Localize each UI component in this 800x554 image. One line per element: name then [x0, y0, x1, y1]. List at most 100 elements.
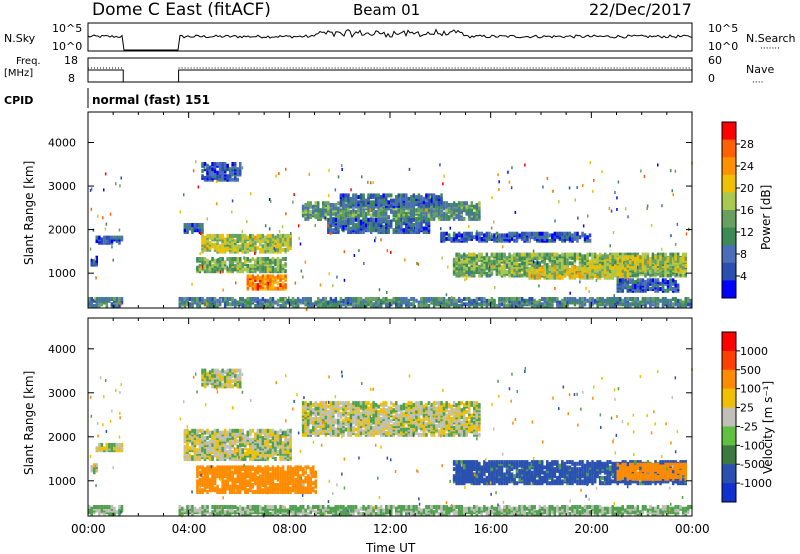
echo-cell [440, 231, 443, 236]
echo-cell [664, 278, 667, 283]
echo-cell [246, 451, 249, 456]
echo-cell [518, 233, 521, 238]
echo-cell [223, 162, 227, 166]
echo-cell [649, 300, 652, 305]
echo-cell [228, 174, 232, 179]
echo-cell [357, 300, 360, 305]
station-title: Dome C East (fitACF) [92, 0, 271, 20]
echo-cell [595, 279, 598, 282]
echo-cell [412, 304, 416, 308]
echo-cell [228, 432, 232, 437]
echo-cell [561, 298, 564, 303]
echo-cell [457, 231, 461, 236]
echo-cell [674, 242, 677, 246]
echo-cell [278, 230, 281, 233]
echo-cell [293, 193, 295, 197]
echo-cell [244, 451, 247, 456]
echo-cell [674, 255, 677, 260]
echo-cell [415, 298, 418, 303]
echo-cell [636, 269, 640, 274]
echo-cell [337, 219, 340, 224]
echo-cell [463, 259, 466, 264]
echo-cell [203, 257, 207, 261]
echo-cell [588, 290, 590, 293]
echo-cell [231, 450, 234, 454]
echo-cell [523, 302, 526, 307]
echo-cell [256, 246, 260, 251]
echo-cell [548, 273, 552, 278]
echo-cell [379, 215, 383, 220]
echo-cell [610, 268, 613, 272]
echo-cell [369, 217, 373, 222]
echo-cell [196, 228, 199, 233]
echo-cell [681, 300, 685, 305]
echo-cell [234, 298, 237, 303]
echo-cell [601, 265, 604, 270]
echo-cell [445, 298, 448, 303]
echo-cell [332, 298, 335, 303]
echo-cell [113, 446, 116, 451]
echo-cell [271, 265, 275, 270]
echo-cell [329, 208, 333, 213]
echo-cell [579, 280, 581, 284]
echo-cell [612, 231, 615, 235]
echo-cell [395, 213, 398, 218]
echo-cell [415, 216, 418, 221]
echo-cell [510, 231, 514, 236]
echo-cell [297, 224, 300, 228]
echo-cell [442, 297, 446, 301]
echo-cell [505, 263, 509, 268]
echo-cell [113, 297, 116, 301]
echo-cell [510, 186, 513, 190]
echo-cell [405, 300, 408, 305]
echo-cell [236, 439, 239, 444]
echo-cell [95, 446, 98, 451]
echo-cell [199, 252, 201, 256]
echo-cell [211, 162, 214, 166]
echo-cell [183, 444, 187, 449]
echo-cell [576, 273, 579, 278]
echo-cell [221, 162, 224, 166]
echo-cell [206, 247, 208, 251]
echo-cell [276, 233, 280, 238]
echo-cell [674, 169, 677, 173]
echo-cell [644, 260, 647, 265]
echo-cell [357, 304, 360, 308]
echo-cell [639, 281, 642, 286]
echo-cell [339, 193, 343, 198]
echo-cell [631, 255, 635, 260]
echo-cell [490, 259, 494, 264]
echo-cell [575, 271, 577, 275]
echo-cell [377, 297, 380, 301]
echo-cell [624, 265, 627, 270]
echo-cell [621, 269, 624, 274]
echo-cell [379, 208, 383, 213]
echo-cell [561, 257, 564, 262]
echo-cell [616, 297, 619, 301]
echo-cell [684, 257, 687, 261]
echo-cell [284, 274, 287, 279]
echo-cell [525, 231, 529, 236]
echo-cell [204, 165, 207, 169]
echo-cell [221, 172, 224, 177]
echo-cell [407, 217, 411, 222]
echo-cell [614, 302, 617, 307]
echo-cell [115, 302, 119, 307]
nsky-tick-top: 10^5 [52, 22, 82, 35]
echo-cell [347, 217, 350, 222]
echo-cell [468, 252, 471, 257]
echo-cell [380, 238, 382, 242]
echo-cell [478, 252, 481, 257]
echo-cell [538, 231, 541, 236]
echo-cell [548, 297, 551, 301]
echo-cell [588, 259, 592, 264]
echo-cell [475, 257, 479, 262]
echo-cell [334, 297, 338, 301]
echo-cell [309, 297, 312, 301]
echo-cell [468, 266, 471, 271]
echo-cell [412, 208, 416, 213]
echo-cell [470, 235, 473, 240]
echo-cell [206, 435, 209, 440]
echo-cell [357, 224, 360, 229]
